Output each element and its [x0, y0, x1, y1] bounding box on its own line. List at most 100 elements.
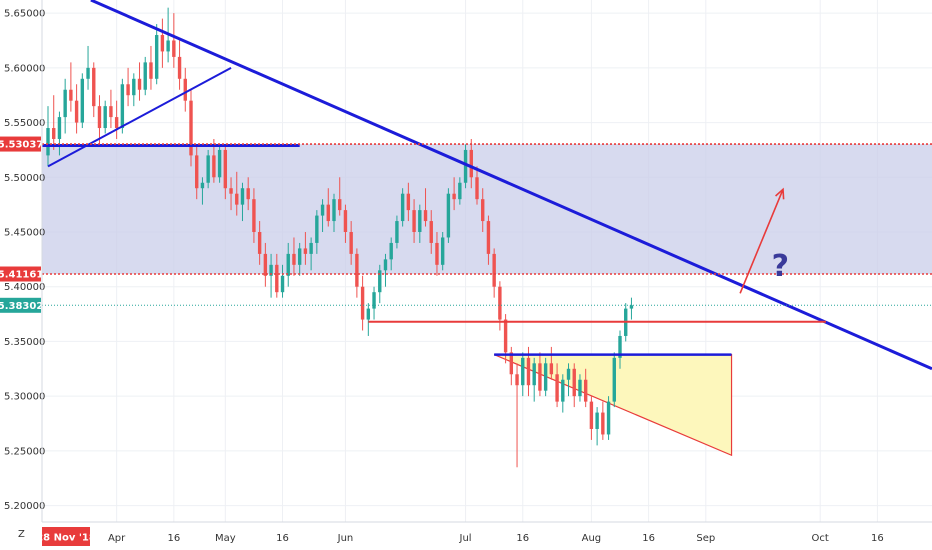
candle — [149, 45, 153, 90]
candle — [429, 210, 433, 254]
candle — [395, 215, 399, 249]
candle-body — [320, 204, 325, 216]
y-tick-label: 5.35000 — [4, 337, 45, 348]
candle-body — [223, 149, 228, 189]
candle-body — [532, 363, 536, 386]
candle — [177, 40, 182, 90]
candle-body — [103, 106, 107, 129]
candle-body — [618, 335, 622, 358]
candle — [269, 253, 273, 298]
candle-body — [389, 242, 393, 260]
y-tick-label: 5.65000 — [4, 9, 45, 20]
candle-body — [572, 368, 576, 397]
candle-body — [46, 128, 50, 156]
y-tick-label: 5.55000 — [4, 118, 45, 129]
candle-body — [435, 242, 439, 265]
candle-body — [440, 237, 445, 265]
candle — [458, 177, 462, 205]
candle — [320, 199, 325, 232]
candle-body — [252, 199, 256, 232]
candle — [486, 215, 491, 265]
x-tick-label: Jun — [337, 533, 354, 544]
candle-body — [172, 40, 176, 57]
candle-body — [126, 84, 130, 96]
candle-body — [595, 412, 599, 429]
candle — [446, 188, 451, 243]
candle — [154, 24, 159, 85]
candle — [286, 242, 290, 287]
candle — [509, 346, 514, 386]
price-level-label: 5.41161 — [0, 270, 43, 281]
range-zone — [42, 144, 932, 275]
candle — [601, 401, 605, 440]
question-mark-annotation: ? — [772, 249, 789, 284]
candle — [332, 193, 336, 232]
candle — [555, 363, 559, 408]
candle — [412, 199, 416, 243]
x-tick-label: Jul — [459, 533, 472, 544]
y-tick-label: 5.40000 — [4, 282, 45, 293]
chart-logo[interactable]: Z — [18, 529, 25, 540]
candle — [86, 45, 90, 90]
candle-body — [114, 117, 119, 129]
candle-body — [166, 40, 170, 52]
candle — [515, 363, 519, 468]
tradingview-logo-icon: Z — [18, 529, 25, 540]
price-level-label: 5.38302 — [0, 301, 43, 312]
candle-body — [120, 84, 125, 129]
candle — [292, 237, 296, 276]
candle-body — [292, 253, 296, 265]
candle-body — [555, 374, 559, 402]
candle-body — [132, 78, 136, 96]
candle — [629, 297, 634, 320]
candle — [309, 237, 313, 271]
candle — [303, 232, 308, 265]
x-tick-label: Oct — [812, 533, 829, 544]
candle-body — [583, 379, 588, 402]
candle — [440, 232, 445, 271]
candle — [618, 330, 622, 369]
candle-body — [206, 155, 210, 183]
candle-body — [229, 188, 233, 194]
candle — [69, 62, 73, 112]
candle — [612, 352, 616, 408]
candle — [578, 374, 582, 402]
candle-body — [297, 248, 302, 265]
projection-arrow — [739, 189, 784, 294]
candle — [103, 100, 107, 134]
start-date-tag — [42, 527, 90, 546]
candle — [583, 368, 588, 408]
candle-body — [601, 412, 605, 435]
trend-drawings — [42, 0, 932, 371]
candle — [160, 18, 165, 68]
y-tick-label: 5.25000 — [4, 446, 45, 457]
candle-body — [395, 221, 399, 243]
candle — [532, 357, 536, 402]
candle — [189, 89, 193, 167]
candle-body — [309, 242, 313, 254]
y-tick-label: 5.20000 — [4, 501, 45, 512]
candle-body — [355, 253, 359, 287]
candle-body — [86, 67, 90, 79]
candle — [595, 407, 599, 446]
candle — [389, 237, 393, 271]
candle-body — [566, 368, 571, 380]
candle-body — [246, 188, 250, 200]
candle-body — [492, 253, 496, 287]
candle-body — [315, 215, 319, 243]
candle-body — [469, 149, 473, 178]
candle-body — [372, 292, 376, 309]
price-levels: 5.53037 5.41161 5.38302 — [0, 136, 932, 313]
candle-body — [195, 155, 199, 189]
candle — [589, 396, 594, 440]
candle-body — [92, 67, 96, 107]
candle-body — [52, 128, 56, 139]
candle — [349, 221, 353, 265]
candle — [280, 264, 285, 298]
candle-body — [486, 221, 491, 254]
candle-body — [97, 106, 102, 129]
candle — [400, 188, 405, 227]
candle — [52, 95, 56, 150]
x-tick-label: 16 — [642, 533, 655, 544]
